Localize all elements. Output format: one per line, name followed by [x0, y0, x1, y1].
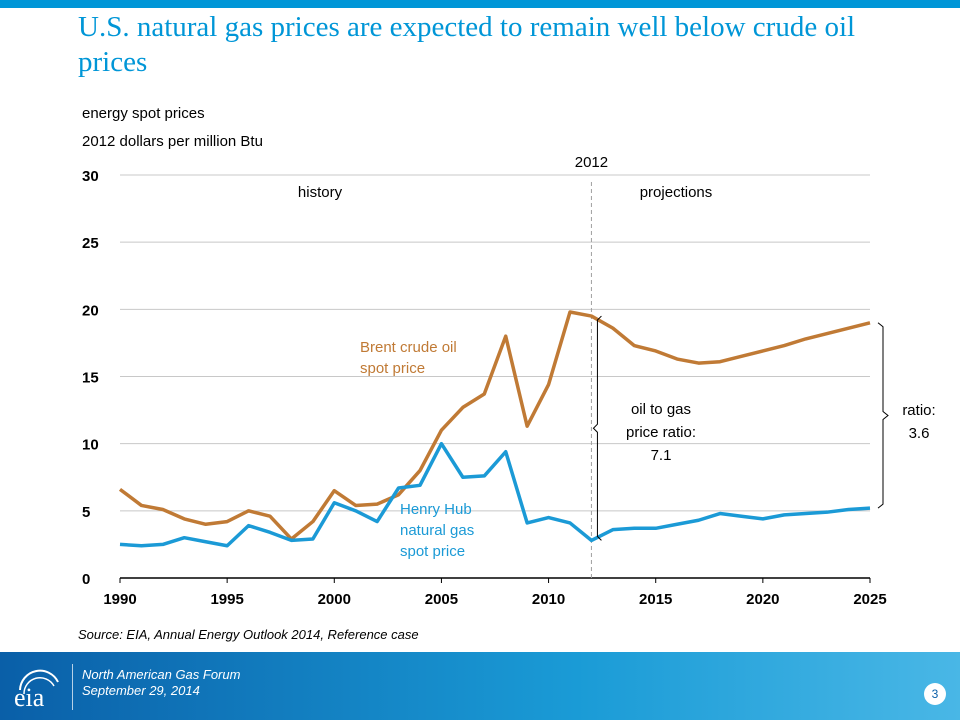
y-tick-label: 10: [82, 437, 99, 454]
divider-year-label: 2012: [575, 154, 608, 171]
y-tick-label: 15: [82, 370, 99, 387]
event-date: September 29, 2014: [82, 683, 200, 698]
brent-series-label: Brent crude oil: [360, 339, 457, 356]
series-lines: [118, 310, 871, 548]
ratio-bracket-2025: [877, 322, 889, 509]
x-tick-label: 2025: [853, 591, 886, 608]
ratio-2012-label: 7.1: [651, 447, 672, 464]
footer-caption: North American Gas Forum September 29, 2…: [82, 667, 240, 699]
y-tick-label: 5: [82, 504, 90, 521]
ratio-2025-label: ratio:: [902, 402, 935, 419]
ratio-bracket-2012: [592, 315, 602, 541]
y-tick-label: 0: [82, 571, 90, 588]
source-note: Source: EIA, Annual Energy Outlook 2014,…: [78, 627, 419, 642]
henry-hub-series-label: natural gas: [400, 522, 474, 539]
top-accent-bar: [0, 0, 960, 8]
henry-hub-series-label: spot price: [400, 543, 465, 560]
slide-title: U.S. natural gas prices are expected to …: [78, 11, 856, 78]
logo-lettering: eia: [14, 683, 45, 712]
chart-subtitle-units: 2012 dollars per million Btu: [82, 133, 263, 150]
x-tick-label: 2005: [425, 591, 458, 608]
footer-bar: [0, 652, 960, 720]
event-name: North American Gas Forum: [82, 667, 241, 682]
henry-hub-series-label: Henry Hub: [400, 501, 472, 518]
y-tick-label: 20: [82, 302, 99, 319]
projections-label: projections: [640, 184, 713, 201]
chart-subtitle-measure: energy spot prices: [82, 105, 205, 122]
x-tick-label: 2010: [532, 591, 565, 608]
x-tick-label: 1995: [210, 591, 243, 608]
x-tick-label: 2020: [746, 591, 779, 608]
x-tick-label: 1990: [103, 591, 136, 608]
ratio-2012-label: oil to gas: [631, 401, 691, 418]
henry-hub-line: [119, 441, 871, 548]
footer-divider: [72, 664, 73, 710]
ratio-2012-label: price ratio:: [626, 424, 696, 441]
x-tick-label: 2015: [639, 591, 672, 608]
y-tick-label: 30: [82, 168, 99, 185]
brent-crude-line: [118, 310, 871, 541]
annotations: 2012 history projections Brent crude oil spo…: [298, 154, 936, 560]
x-tick-label: 2000: [318, 591, 351, 608]
eia-logo: eia: [14, 669, 59, 712]
brent-series-label: spot price: [360, 360, 425, 377]
ratio-2025-label: 3.6: [909, 425, 930, 442]
page-number: 3: [924, 683, 946, 705]
history-label: history: [298, 184, 343, 201]
y-tick-label: 25: [82, 235, 99, 252]
